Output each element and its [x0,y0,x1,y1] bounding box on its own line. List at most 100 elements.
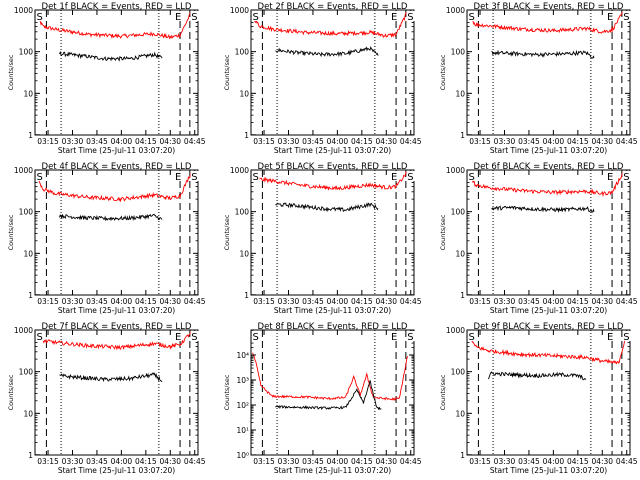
y-tick-label: 10 [239,249,249,258]
x-tick-label: 04:45 [400,137,422,146]
x-tick-label: 04:15 [135,297,157,306]
marker-background [390,171,399,181]
x-tick-label: 03:15 [37,457,59,466]
y-tick-label: 1000 [230,166,249,175]
marker-label-e: E [607,332,613,343]
x-tick-label: 04:15 [567,297,589,306]
marker-label-s: S [252,12,258,23]
y-tick-label: 100 [235,48,250,57]
x-tick-label: 03:45 [86,457,108,466]
x-tick-label: 04:30 [159,297,181,306]
y-tick-label: 1000 [446,166,465,175]
marker-background [190,171,199,181]
y-tick-label: 10⁰ [236,451,249,460]
y-tick-label: 1 [28,451,33,460]
plot-frame [466,329,631,456]
marker-background [390,11,399,21]
x-tick-label: 04:45 [616,457,638,466]
marker-background [622,331,631,341]
series-lld-line [468,11,624,34]
y-tick-label: 10¹ [236,426,249,435]
series-events-line [491,49,595,59]
marker-label-e: E [175,12,181,23]
series-lld-line [468,171,624,198]
marker-label-s: S [468,12,474,23]
panel-det-4: Det 4f BLACK = Events, RED = LLD 1 10 100 10… [7,162,206,315]
x-tick-label: 04:45 [184,137,206,146]
panel-title: Det 4f BLACK = Events, RED = LLD [42,162,192,172]
y-tick-label: 1000 [446,326,465,335]
y-tick-label: 1 [460,451,465,460]
panel-title: Det 7f BLACK = Events, RED = LLD [42,322,192,332]
y-axis-label: Counts/sec [7,374,15,410]
y-tick-label: 1000 [14,326,33,335]
plot-frame [466,169,631,296]
x-axis-label: Start Time (25-Jul-11 03:07:20) [58,306,175,315]
x-tick-label: 03:30 [494,297,516,306]
marker-label-s: S [623,332,629,343]
x-tick-label: 03:45 [302,297,324,306]
x-tick-label: 04:30 [591,457,613,466]
series-events-line [275,380,382,411]
series-events-line [275,46,379,58]
marker-label-s: S [36,332,42,343]
x-tick-label: 04:45 [616,137,638,146]
x-axis-label: Start Time (25-Jul-11 03:07:20) [274,466,391,475]
x-tick-label: 04:15 [351,297,373,306]
marker-label-s: S [468,332,474,343]
panel-det-6: Det 6f BLACK = Events, RED = LLD 1 10 100 10… [439,162,638,315]
plot-frame [34,9,199,136]
x-tick-label: 03:15 [37,137,59,146]
x-tick-label: 04:30 [375,457,397,466]
plot-frame [34,329,199,456]
y-tick-label: 10 [455,409,465,418]
series-events-line [491,205,595,214]
panel-det-9: Det 9f BLACK = Events, RED = LLD 1 10 100 10… [439,322,638,475]
marker-label-e: E [175,172,181,183]
x-tick-label: 04:00 [327,137,349,146]
x-tick-label: 04:00 [543,457,565,466]
series-events-line [59,213,163,222]
marker-label-e: E [391,172,397,183]
x-tick-label: 04:00 [111,297,133,306]
marker-label-e: E [391,12,397,23]
y-tick-label: 10 [23,409,33,418]
y-tick-label: 100 [19,368,34,377]
y-tick-label: 10⁴ [236,351,249,360]
x-tick-label: 03:45 [86,297,108,306]
plot-frame [34,169,199,296]
marker-background [35,11,44,21]
y-tick-label: 100 [451,368,466,377]
marker-background [174,171,183,181]
y-tick-label: 10³ [236,376,249,385]
marker-background [622,171,631,181]
y-tick-label: 10 [455,249,465,258]
panel-title: Det 9f BLACK = Events, RED = LLD [474,322,624,332]
marker-background [190,331,199,341]
marker-background [406,331,415,341]
x-tick-label: 04:15 [567,137,589,146]
panel-det-5: Det 5f BLACK = Events, RED = LLD 1 10 100 10… [223,162,422,315]
x-tick-label: 03:45 [86,137,108,146]
y-tick-label: 1000 [14,6,33,15]
x-axis-label: Start Time (25-Jul-11 03:07:20) [58,466,175,475]
marker-background [467,11,476,21]
panel-det-1: Det 1f BLACK = Events, RED = LLD 1 10 100 10… [7,2,206,155]
y-tick-label: 10 [455,89,465,98]
plot-frame [250,329,415,456]
marker-label-s: S [407,172,413,183]
y-tick-label: 1 [28,291,33,300]
x-tick-label: 04:30 [591,297,613,306]
y-tick-label: 1 [244,291,249,300]
series-events-line [59,372,163,383]
marker-label-s: S [623,12,629,23]
x-tick-label: 03:30 [278,297,300,306]
panel-title: Det 2f BLACK = Events, RED = LLD [258,2,408,12]
series-events-line [487,371,587,381]
y-tick-label: 1000 [14,166,33,175]
y-tick-label: 1 [244,131,249,140]
marker-label-e: E [607,172,613,183]
x-axis-label: Start Time (25-Jul-11 03:07:20) [490,146,607,155]
x-tick-label: 03:45 [518,457,540,466]
